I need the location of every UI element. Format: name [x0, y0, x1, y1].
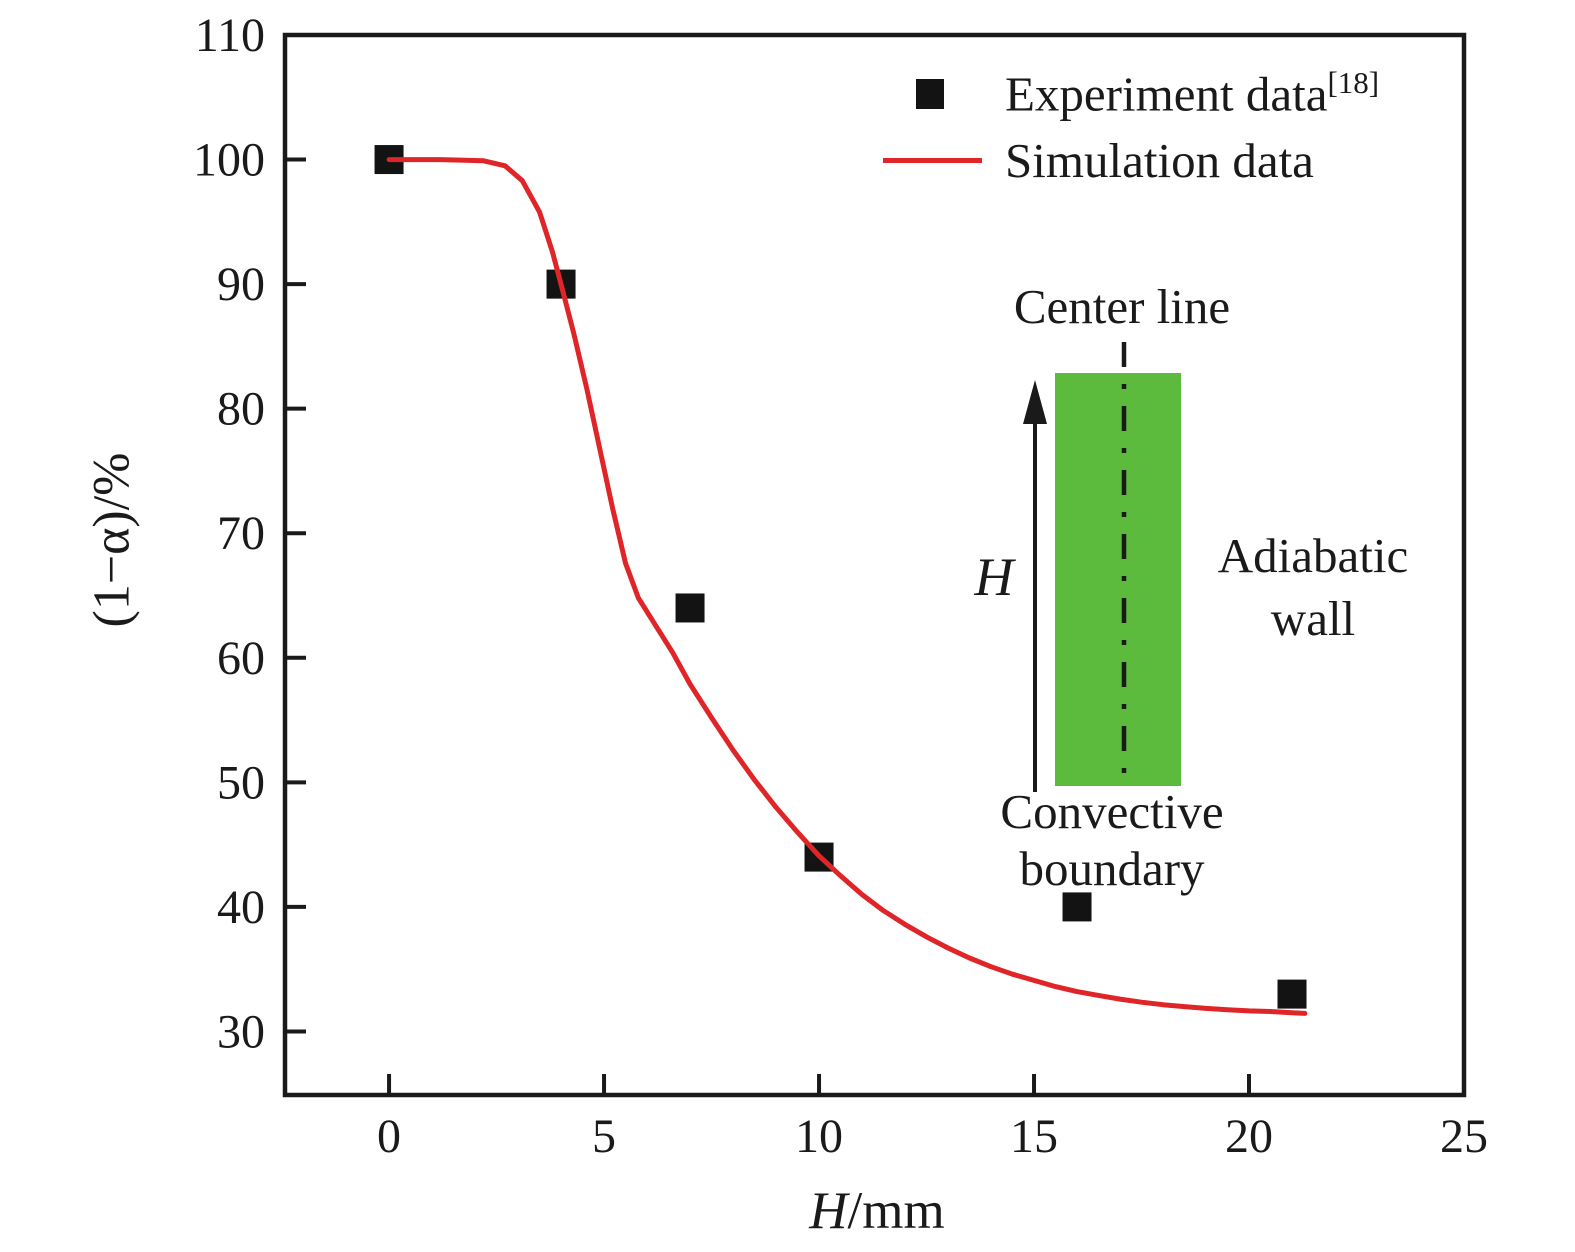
legend-symbol-cell	[880, 157, 1005, 163]
x-tick-label: 15	[1010, 1110, 1058, 1163]
legend-label-simulation: Simulation data	[1005, 132, 1314, 188]
y-tick-label: 100	[193, 134, 265, 187]
inset-convective-boundary-label: Convective boundary	[1000, 784, 1224, 896]
x-tick-label: 25	[1440, 1110, 1488, 1163]
y-tick-label: 60	[217, 632, 265, 685]
y-tick-label: 40	[217, 881, 265, 934]
x-tick-label: 5	[592, 1110, 616, 1163]
inset-schematic	[1023, 342, 1181, 792]
legend-label-experiment-ref: [18]	[1327, 65, 1380, 101]
x-tick-label: 0	[377, 1110, 401, 1163]
legend: Experiment data[18] Simulation data	[880, 61, 1480, 193]
x-axis-title-unit: /mm	[847, 1182, 945, 1240]
experiment-point	[1277, 979, 1307, 1009]
y-axis-title-pre: (1−α)/%	[83, 452, 141, 628]
experiment-square-marker-icon	[916, 79, 944, 109]
axis-ticks: 0 5 10 15 20 25 110 100 90 80 70 60 50 40 30	[193, 9, 1488, 1163]
y-tick-label: 30	[217, 1005, 265, 1058]
legend-label-experiment: Experiment data[18]	[1005, 65, 1379, 122]
y-tick-label: 110	[195, 9, 265, 62]
legend-label-experiment-text: Experiment data	[1005, 66, 1328, 122]
plot-frame	[282, 32, 1467, 1098]
inset-h-label: H	[974, 547, 1014, 607]
x-axis-title-symbol: H	[809, 1182, 848, 1240]
y-tick-label: 80	[217, 383, 265, 436]
y-tick-label: 70	[217, 507, 265, 560]
simulation-curve	[386, 157, 1308, 1016]
x-tick-label: 10	[795, 1110, 843, 1163]
legend-symbol-cell	[880, 79, 1005, 109]
y-axis-title: (1−α)/%	[83, 453, 142, 628]
y-tick-label: 90	[217, 258, 265, 311]
experiment-point	[675, 593, 705, 623]
inset-center-line-label: Center line	[1013, 279, 1231, 334]
legend-entry-simulation: Simulation data	[880, 127, 1480, 193]
inset-wall-rect	[1055, 373, 1181, 786]
x-axis-title: H/mm	[809, 1181, 944, 1241]
experiment-point	[1062, 892, 1092, 922]
inset-h-arrowhead-icon	[1023, 380, 1047, 424]
legend-entry-experiment: Experiment data[18]	[880, 61, 1480, 127]
data-series	[374, 145, 1308, 1016]
x-tick-label: 20	[1225, 1110, 1273, 1163]
inset-adiabatic-wall-label: Adiabatic wall	[1217, 528, 1409, 646]
y-tick-label: 50	[217, 756, 265, 809]
simulation-line-marker-icon	[883, 157, 982, 163]
